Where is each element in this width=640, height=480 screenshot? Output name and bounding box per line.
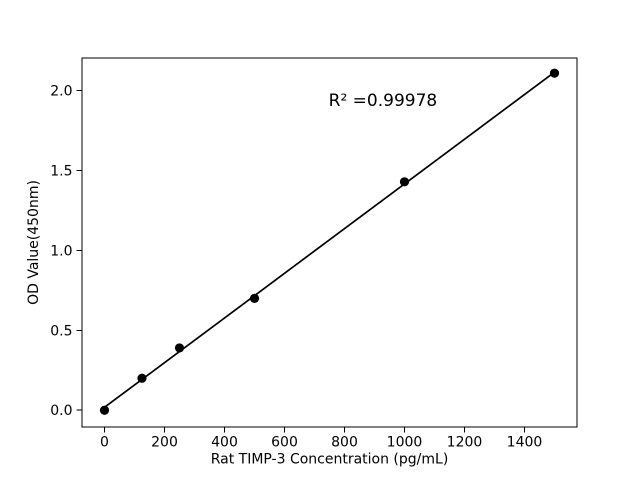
x-tick-label: 1400 xyxy=(507,435,543,451)
x-tick-label: 200 xyxy=(151,435,178,451)
data-point xyxy=(249,293,260,304)
y-tick-label: 0.0 xyxy=(50,403,72,419)
data-point xyxy=(99,405,110,415)
r-squared-annotation: R² =0.99978 xyxy=(329,91,438,111)
axis-ticks: 0 200 400 600 800 1000 1200 1400 0.0 0.5 1.0 1.5 2.0 xyxy=(50,84,542,451)
x-tick-label: 1200 xyxy=(447,435,483,451)
x-tick-label: 0 xyxy=(100,435,109,451)
data-series xyxy=(99,68,560,415)
data-point xyxy=(174,343,185,353)
y-axis-label: OD Value(450nm) xyxy=(26,180,42,305)
data-point xyxy=(137,373,147,383)
plot-area xyxy=(81,57,578,428)
x-tick-label: 1000 xyxy=(387,435,423,451)
x-axis-label: Rat TIMP-3 Concentration (pg/mL) xyxy=(211,452,449,468)
x-tick-label: 400 xyxy=(211,435,238,451)
data-point xyxy=(549,68,560,78)
x-tick-label: 800 xyxy=(331,435,358,451)
x-tick-label: 600 xyxy=(271,435,298,451)
y-tick-label: 0.5 xyxy=(50,323,72,339)
data-point xyxy=(399,177,410,187)
y-tick-label: 1.5 xyxy=(50,164,72,180)
y-tick-label: 1.0 xyxy=(50,243,72,259)
y-tick-label: 2.0 xyxy=(50,84,72,100)
